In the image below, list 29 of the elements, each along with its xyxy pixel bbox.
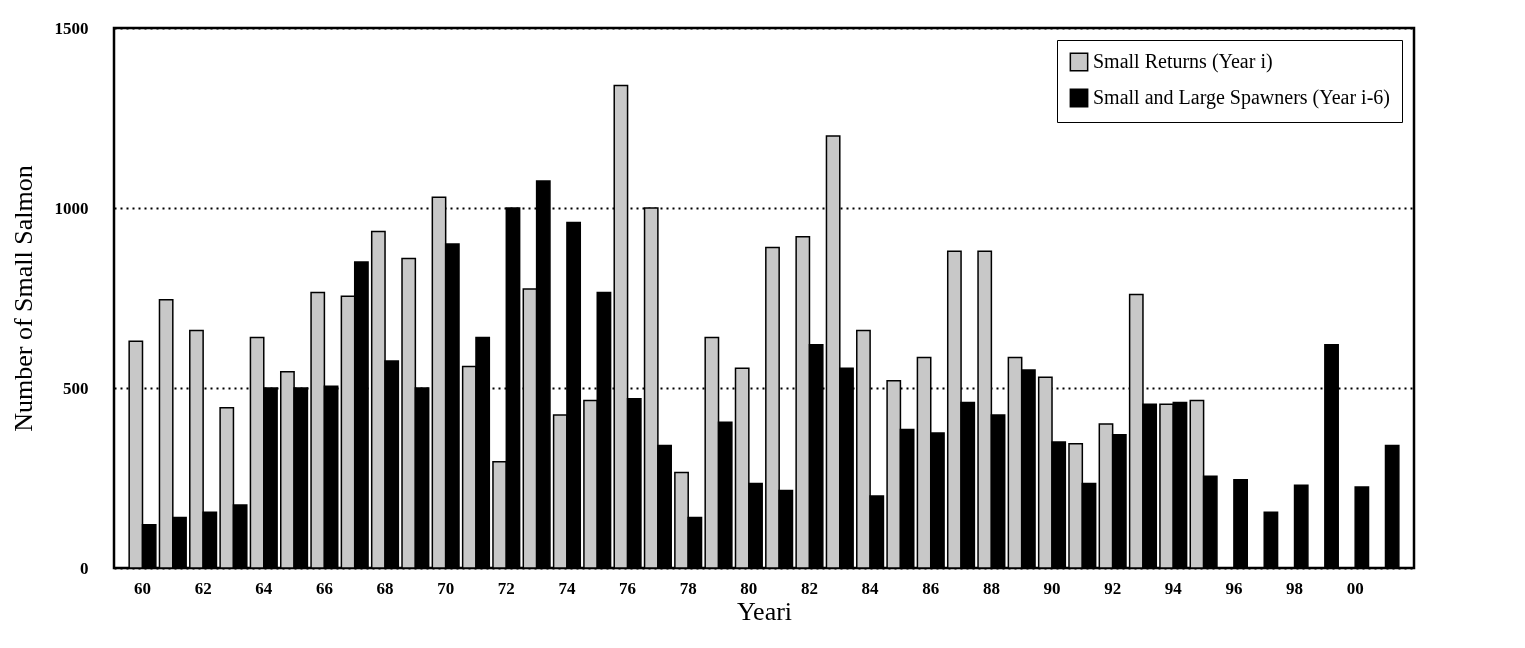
x-tick-label: 66 xyxy=(315,578,333,598)
x-tick-label: 86 xyxy=(922,578,940,598)
x-tick-label: 98 xyxy=(1286,578,1304,598)
y-tick-label: 500 xyxy=(63,378,89,398)
x-tick-label: 68 xyxy=(376,578,394,598)
y-axis-title: Number of Small Salmon xyxy=(8,165,38,432)
x-tick-label: 64 xyxy=(255,578,273,598)
legend-label: Small and Large Spawners (Year i-6) xyxy=(1093,86,1390,109)
x-tick-label: 72 xyxy=(497,578,515,598)
x-tick-label: 84 xyxy=(861,578,880,598)
x-tick-label: 96 xyxy=(1225,578,1243,598)
x-axis-title: Yeari xyxy=(736,596,793,626)
x-tick-label: 62 xyxy=(194,578,212,598)
x-tick-label: 76 xyxy=(619,578,637,598)
x-tick-label: 82 xyxy=(800,578,818,598)
x-tick-label: 74 xyxy=(558,578,576,598)
x-tick-label: 70 xyxy=(437,578,455,598)
y-tick-label: 0 xyxy=(80,558,89,578)
x-tick-label: 80 xyxy=(740,578,758,598)
legend-label: Small Returns (Year i) xyxy=(1093,50,1273,73)
x-tick-label: 78 xyxy=(679,578,697,598)
x-tick-label: 88 xyxy=(982,578,1000,598)
y-tick-label: 1000 xyxy=(54,198,89,218)
x-tick-label: 92 xyxy=(1104,578,1122,598)
x-tick-label: 60 xyxy=(134,578,151,598)
y-tick-label: 1500 xyxy=(54,18,89,38)
x-tick-label: 00 xyxy=(1346,578,1364,598)
x-tick-label: 94 xyxy=(1164,578,1183,598)
x-tick-label: 90 xyxy=(1043,578,1061,598)
